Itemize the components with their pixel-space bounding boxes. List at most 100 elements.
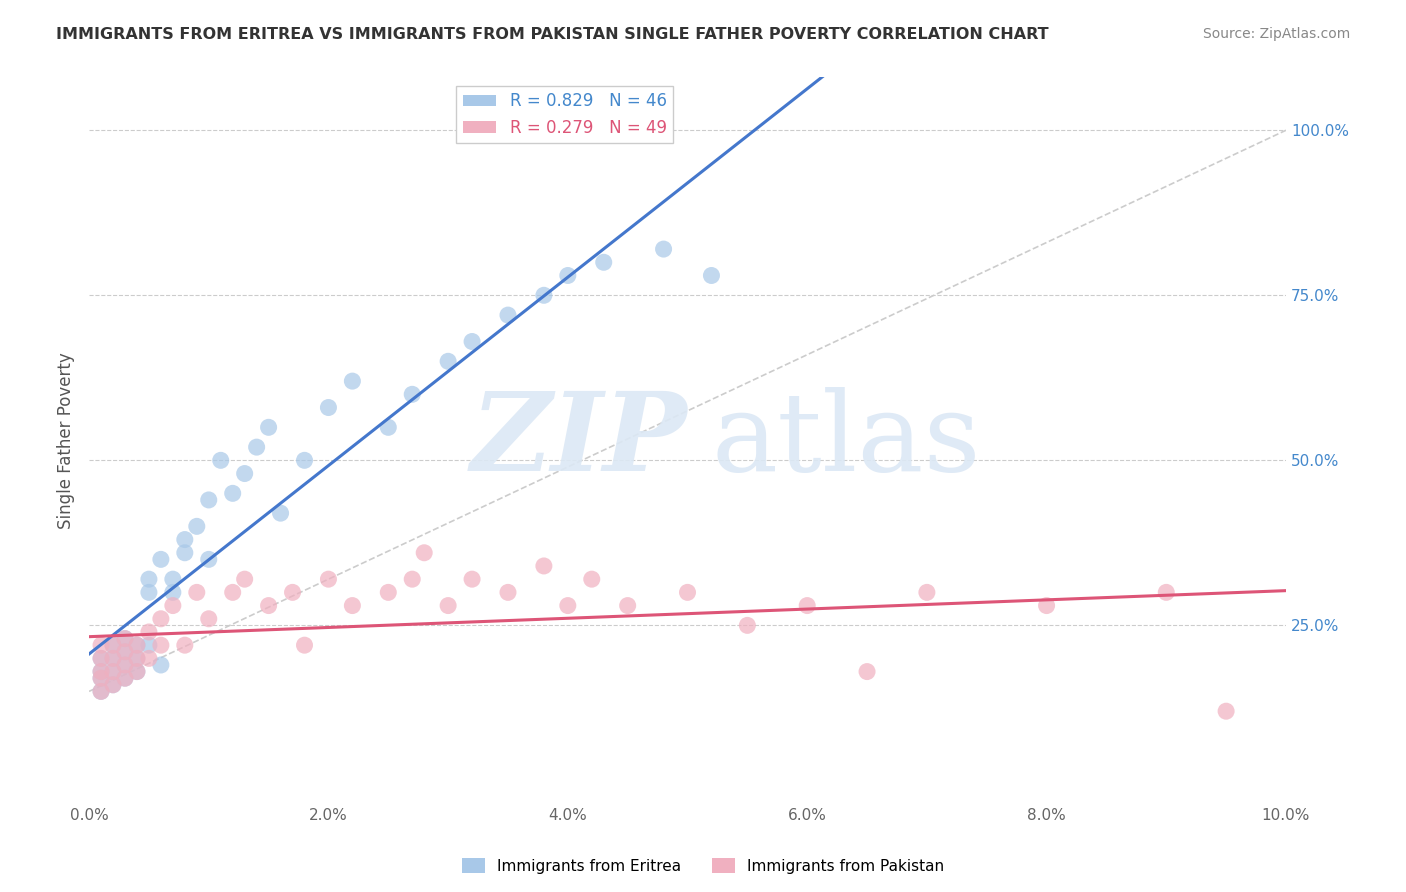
Point xyxy=(401,572,423,586)
Point xyxy=(114,671,136,685)
Point xyxy=(533,558,555,573)
Point xyxy=(173,638,195,652)
Text: atlas: atlas xyxy=(711,387,981,494)
Point xyxy=(162,599,184,613)
Point xyxy=(222,585,245,599)
Point xyxy=(138,572,160,586)
Point xyxy=(101,638,124,652)
Point xyxy=(557,599,579,613)
Point xyxy=(125,665,148,679)
Point xyxy=(125,651,148,665)
Point xyxy=(233,467,256,481)
Point xyxy=(90,684,112,698)
Y-axis label: Single Father Poverty: Single Father Poverty xyxy=(58,352,75,529)
Point xyxy=(318,401,340,415)
Point xyxy=(173,546,195,560)
Point xyxy=(413,546,436,560)
Point xyxy=(461,334,484,349)
Point xyxy=(533,288,555,302)
Point xyxy=(101,651,124,665)
Point xyxy=(114,645,136,659)
Point xyxy=(461,572,484,586)
Point xyxy=(796,599,818,613)
Point xyxy=(101,638,124,652)
Point xyxy=(114,645,136,659)
Legend: Immigrants from Eritrea, Immigrants from Pakistan: Immigrants from Eritrea, Immigrants from… xyxy=(456,852,950,880)
Point xyxy=(162,585,184,599)
Point xyxy=(138,651,160,665)
Point xyxy=(581,572,603,586)
Point xyxy=(246,440,269,454)
Point xyxy=(377,585,399,599)
Point xyxy=(557,268,579,283)
Point xyxy=(233,572,256,586)
Point xyxy=(173,533,195,547)
Point xyxy=(90,671,112,685)
Point xyxy=(101,665,124,679)
Point xyxy=(197,552,219,566)
Point xyxy=(90,651,112,665)
Point xyxy=(101,651,124,665)
Point xyxy=(138,638,160,652)
Point xyxy=(149,612,172,626)
Point xyxy=(114,632,136,646)
Point xyxy=(856,665,879,679)
Point xyxy=(125,651,148,665)
Point xyxy=(197,492,219,507)
Text: IMMIGRANTS FROM ERITREA VS IMMIGRANTS FROM PAKISTAN SINGLE FATHER POVERTY CORREL: IMMIGRANTS FROM ERITREA VS IMMIGRANTS FR… xyxy=(56,27,1049,42)
Point xyxy=(197,612,219,626)
Point xyxy=(101,678,124,692)
Point xyxy=(294,638,316,652)
Point xyxy=(138,585,160,599)
Point xyxy=(401,387,423,401)
Point xyxy=(676,585,699,599)
Point xyxy=(318,572,340,586)
Point xyxy=(737,618,759,632)
Point xyxy=(114,632,136,646)
Point xyxy=(125,665,148,679)
Point xyxy=(377,420,399,434)
Point xyxy=(90,671,112,685)
Point xyxy=(342,599,364,613)
Point xyxy=(652,242,675,256)
Point xyxy=(1215,704,1237,718)
Legend: R = 0.829   N = 46, R = 0.279   N = 49: R = 0.829 N = 46, R = 0.279 N = 49 xyxy=(457,86,673,144)
Point xyxy=(342,374,364,388)
Point xyxy=(222,486,245,500)
Point xyxy=(90,665,112,679)
Text: Source: ZipAtlas.com: Source: ZipAtlas.com xyxy=(1202,27,1350,41)
Point xyxy=(186,519,208,533)
Point xyxy=(616,599,638,613)
Point xyxy=(125,638,148,652)
Point xyxy=(270,506,292,520)
Point xyxy=(437,599,460,613)
Point xyxy=(90,638,112,652)
Point xyxy=(915,585,938,599)
Point xyxy=(114,657,136,672)
Point xyxy=(149,552,172,566)
Point xyxy=(149,638,172,652)
Point xyxy=(1154,585,1177,599)
Point xyxy=(90,665,112,679)
Point xyxy=(138,624,160,639)
Point xyxy=(700,268,723,283)
Point xyxy=(186,585,208,599)
Point xyxy=(125,638,148,652)
Point xyxy=(149,657,172,672)
Point xyxy=(294,453,316,467)
Point xyxy=(162,572,184,586)
Point xyxy=(209,453,232,467)
Point xyxy=(90,684,112,698)
Point xyxy=(281,585,304,599)
Point xyxy=(101,678,124,692)
Point xyxy=(496,585,519,599)
Point xyxy=(90,651,112,665)
Point xyxy=(114,671,136,685)
Point xyxy=(257,599,280,613)
Point xyxy=(114,657,136,672)
Point xyxy=(496,308,519,322)
Point xyxy=(1035,599,1057,613)
Point xyxy=(592,255,614,269)
Point xyxy=(437,354,460,368)
Point xyxy=(257,420,280,434)
